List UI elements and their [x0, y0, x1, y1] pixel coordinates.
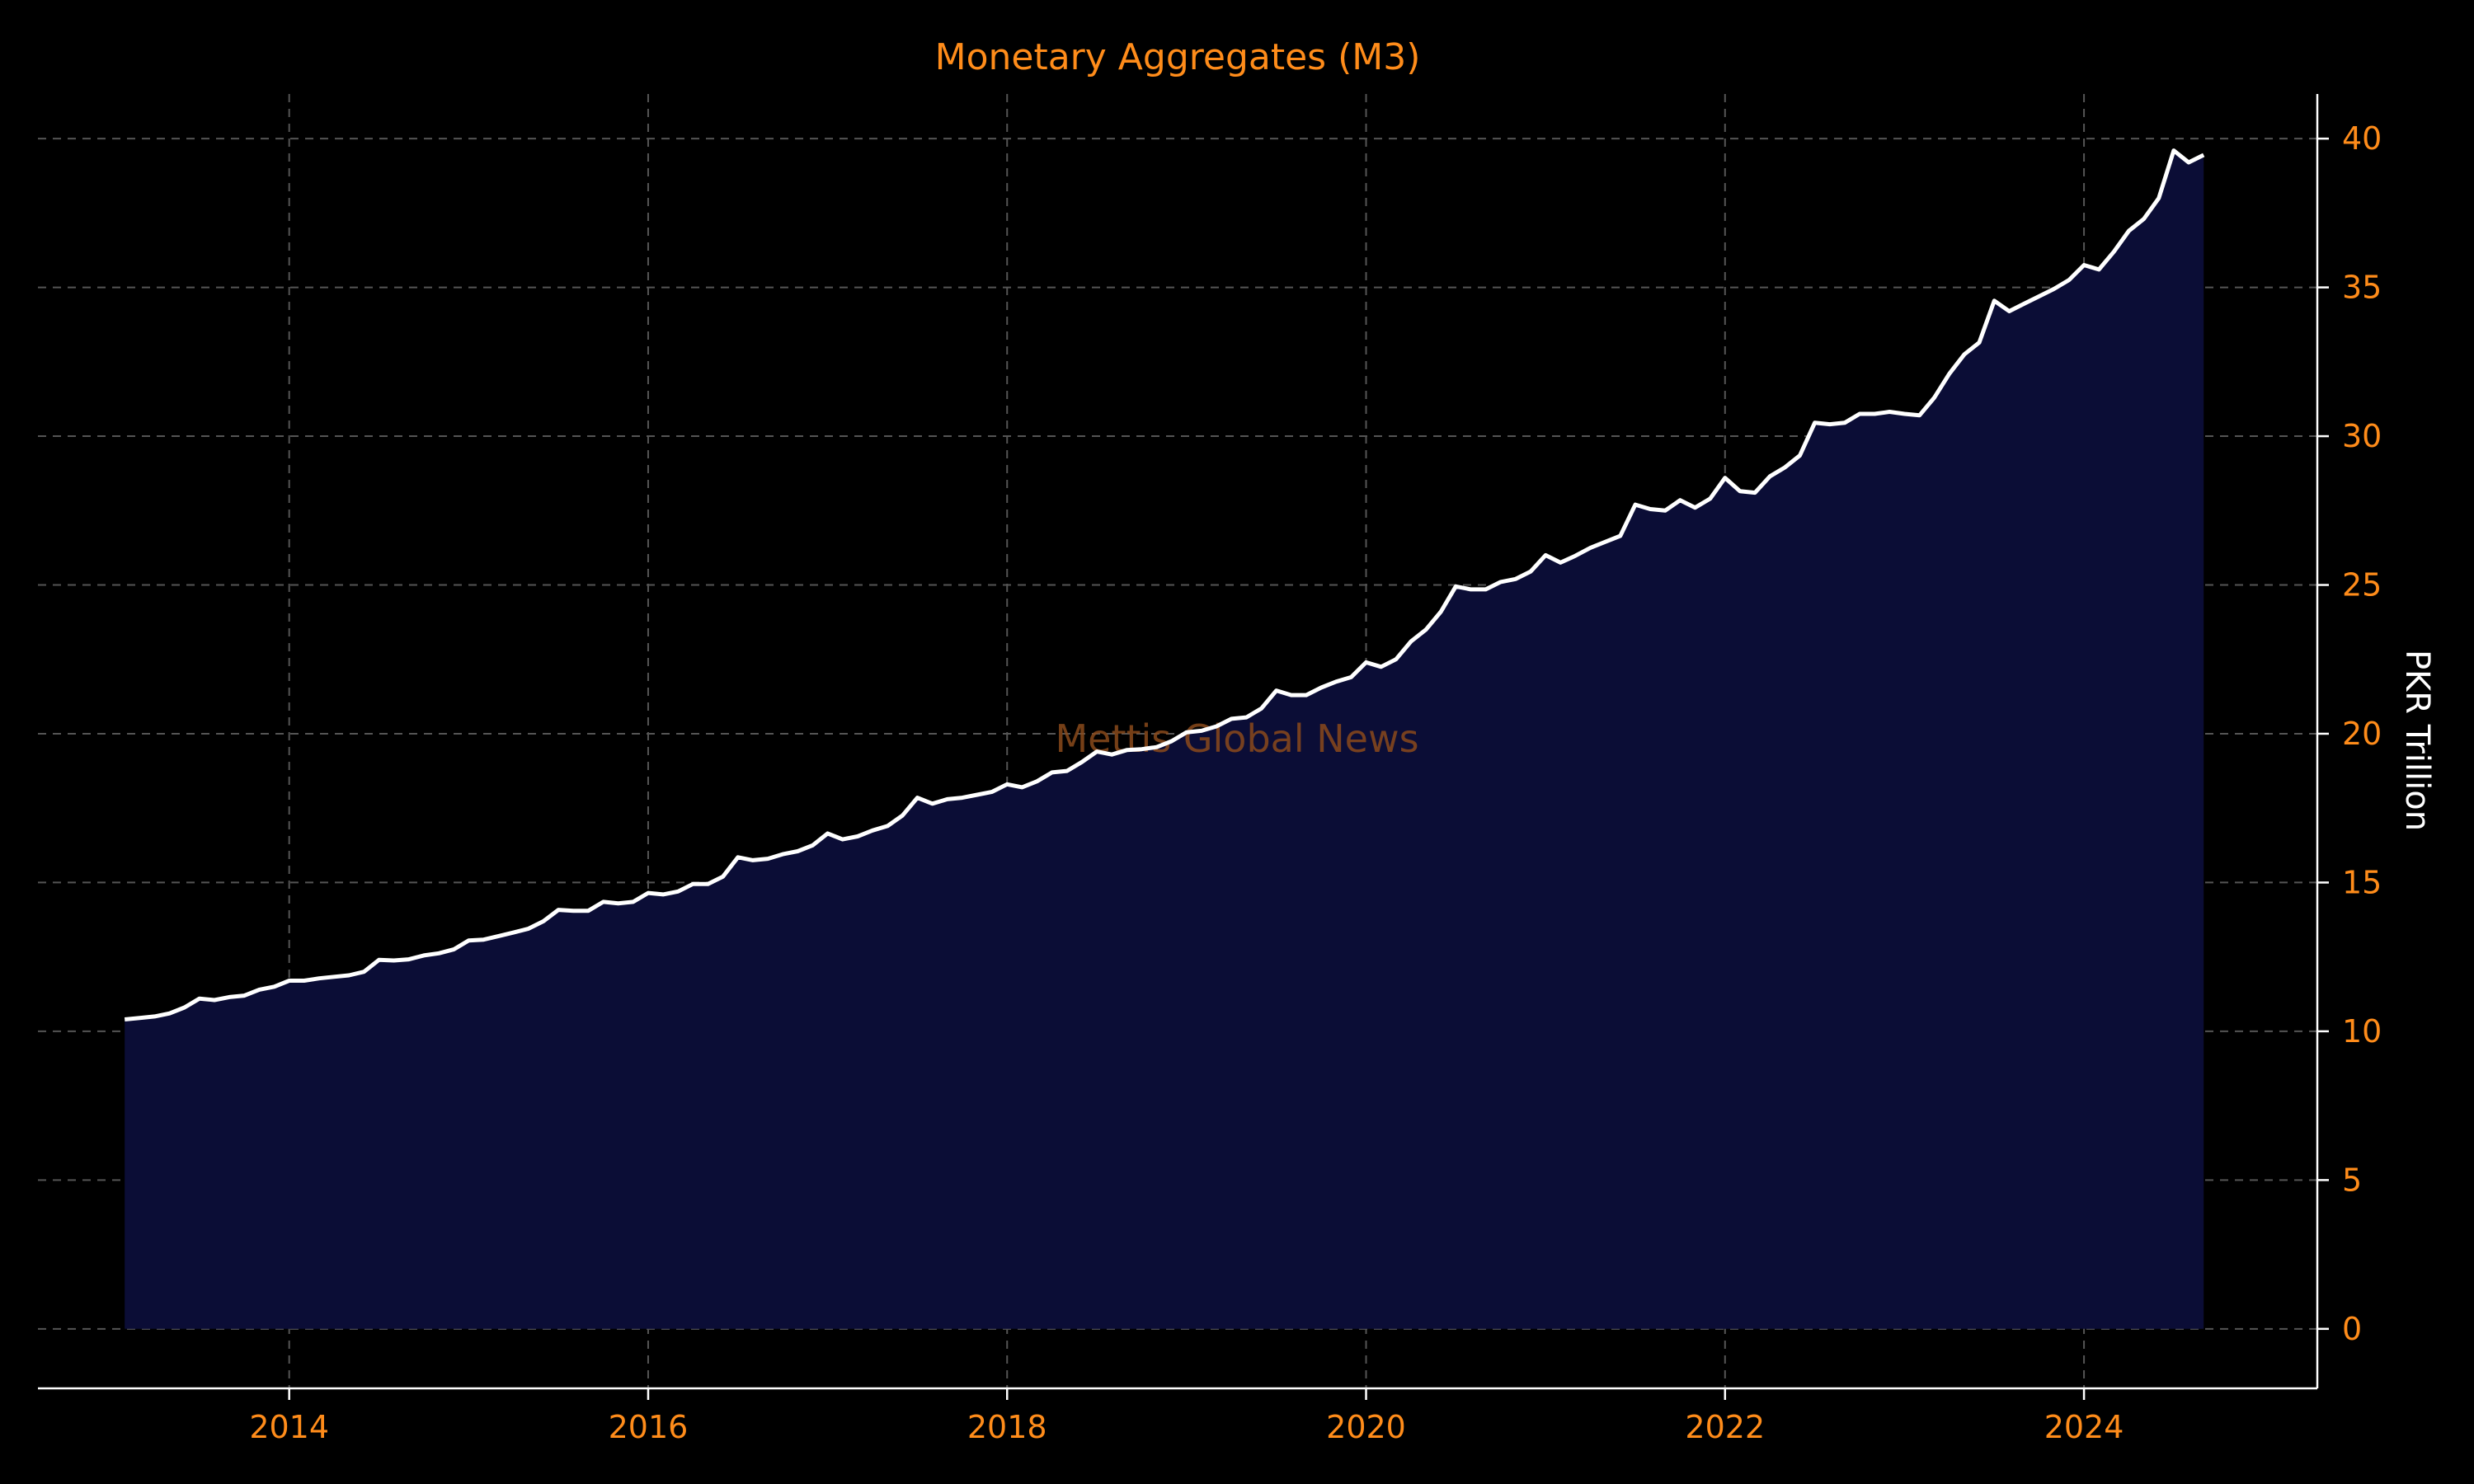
series-line — [124, 148, 2205, 1021]
x-tick-label-2018: 2018 — [967, 1409, 1047, 1445]
area-fill — [125, 150, 2204, 1329]
y-tick-label-15: 15 — [2342, 864, 2382, 900]
y-tick-label-5: 5 — [2342, 1162, 2362, 1198]
y-tick-label-10: 10 — [2342, 1013, 2382, 1050]
y-axis-ticks: 0 5 10 15 20 25 30 35 40 — [2317, 120, 2382, 1347]
chart-title: Monetary Aggregates (M3) — [935, 36, 1421, 78]
y-tick-label-0: 0 — [2342, 1311, 2362, 1347]
y-tick-label-40: 40 — [2342, 120, 2382, 157]
y-axis-label: PKR Trillion — [2398, 650, 2436, 831]
y-tick-label-20: 20 — [2342, 716, 2382, 752]
y-tick-label-25: 25 — [2342, 567, 2382, 603]
x-axis-ticks: 2014 2016 2018 2020 2022 2024 — [249, 1388, 2124, 1445]
x-tick-label-2020: 2020 — [1326, 1409, 1406, 1445]
x-tick-label-2024: 2024 — [2044, 1409, 2124, 1445]
x-tick-label-2014: 2014 — [249, 1409, 329, 1445]
y-tick-label-35: 35 — [2342, 270, 2382, 306]
x-tick-label-2016: 2016 — [609, 1409, 689, 1445]
x-tick-label-2022: 2022 — [1685, 1409, 1765, 1445]
y-tick-label-30: 30 — [2342, 418, 2382, 454]
